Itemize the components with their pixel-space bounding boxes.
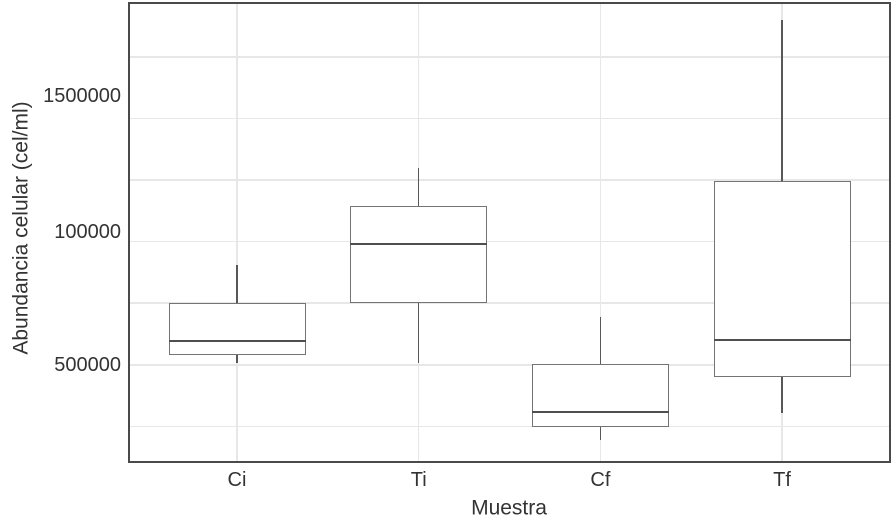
- gridline-horizontal: [130, 56, 889, 58]
- median-line: [168, 339, 306, 342]
- y-tick-label: 500000: [54, 354, 121, 376]
- boxplot-box: [531, 363, 669, 428]
- gridline-vertical: [236, 4, 238, 461]
- boxplot-box: [713, 180, 851, 377]
- gridline-vertical: [599, 4, 602, 461]
- gridline-horizontal: [130, 179, 889, 181]
- gridline-horizontal: [130, 364, 889, 366]
- median-line: [350, 242, 488, 245]
- gridline-horizontal: [130, 240, 889, 243]
- x-tick-label: Cf: [590, 469, 611, 491]
- x-tick-label: Ti: [410, 469, 427, 491]
- median-line: [531, 410, 669, 413]
- median-line: [713, 338, 851, 341]
- x-tick-label: Ci: [227, 469, 247, 491]
- y-tick-label: 1500000: [43, 84, 121, 107]
- x-axis-title: Muestra: [471, 496, 547, 520]
- x-tick-label: Tf: [773, 469, 791, 491]
- boxplot-box: [350, 205, 488, 303]
- y-tick-label: 100000: [54, 220, 121, 243]
- gridline-horizontal: [130, 117, 889, 120]
- boxplot-box: [168, 302, 306, 355]
- gridline-horizontal: [130, 425, 889, 428]
- gridline-horizontal: [130, 302, 889, 304]
